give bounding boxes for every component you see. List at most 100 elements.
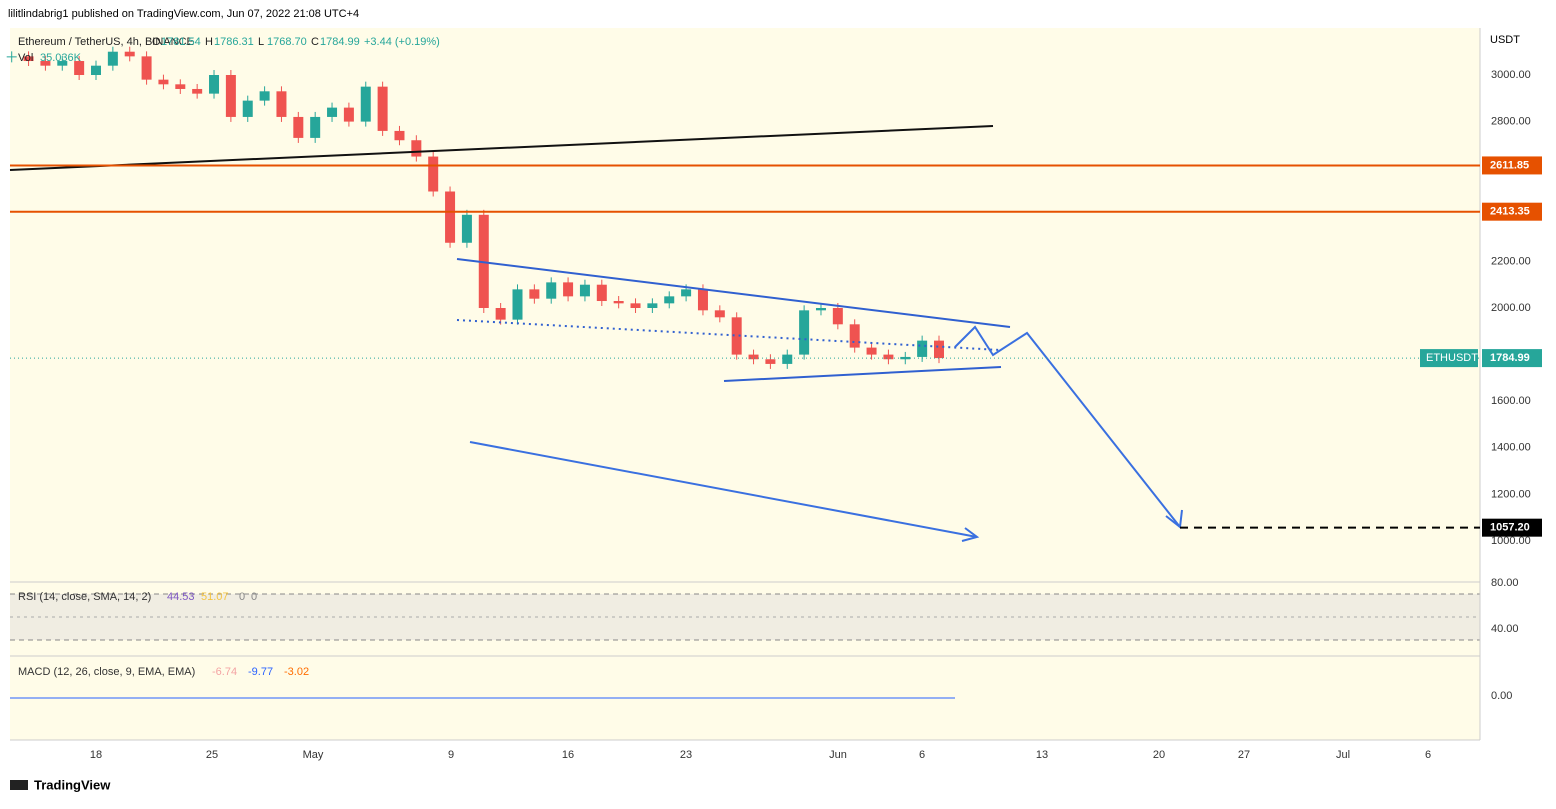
candle [293, 116, 304, 138]
macd-tick-label: 0.00 [1491, 690, 1512, 702]
candle [782, 354, 793, 364]
candle [141, 56, 152, 80]
candle [917, 340, 928, 357]
candle [310, 116, 321, 138]
macd-value: -3.02 [284, 666, 309, 678]
volume-value: 35.036K [40, 52, 82, 64]
time-label: 18 [90, 749, 102, 761]
candle [6, 56, 17, 58]
candle [630, 303, 641, 308]
candle [714, 310, 725, 318]
candle [57, 61, 68, 66]
candle [529, 289, 540, 299]
price-tick-label: 1000.00 [1491, 535, 1531, 547]
time-label: 13 [1036, 749, 1048, 761]
price-tick-label: 2800.00 [1491, 116, 1531, 128]
time-label: Jul [1336, 749, 1350, 761]
ohlc-value: 1781.54 [161, 36, 201, 48]
candle [731, 317, 742, 355]
rsi-value: 44.53 [167, 591, 195, 603]
symbol-badge [1420, 349, 1478, 368]
brand: TradingView [34, 777, 111, 792]
time-label: 6 [1425, 749, 1431, 761]
symbol: Ethereum / TetherUS, 4h, BINANCE [18, 36, 194, 48]
macd-value: -9.77 [248, 666, 273, 678]
time-label: 16 [562, 749, 574, 761]
time-label: 6 [919, 749, 925, 761]
macd-value: -6.74 [212, 666, 237, 678]
currency: USDT [1490, 34, 1520, 46]
candle [360, 86, 371, 122]
candle [512, 289, 523, 320]
ohlc-key: C [311, 36, 319, 48]
price-tick-label: 1200.00 [1491, 488, 1531, 500]
price-badge [1482, 349, 1542, 368]
price-tick-label: 2200.00 [1491, 255, 1531, 267]
time-label: 25 [206, 749, 218, 761]
level-label: 2413.35 [1490, 206, 1530, 218]
trend-line [9, 125, 994, 171]
candle [596, 284, 607, 302]
channel-top [456, 258, 1011, 328]
rsi-tick-label: 40.00 [1491, 623, 1519, 635]
publisher: lilitlindabrig1 published on TradingView… [8, 8, 359, 20]
candle [377, 86, 388, 131]
candle [74, 61, 85, 75]
candle [158, 79, 169, 85]
macd-legend: MACD (12, 26, close, 9, EMA, EMA) [18, 666, 195, 678]
projection-path [954, 325, 1181, 528]
candle [579, 284, 590, 297]
ohlc-value: 1786.31 [214, 36, 254, 48]
candle [107, 51, 118, 66]
price-badge-label: 1784.99 [1490, 352, 1530, 364]
rsi-tick-label: 80.00 [1491, 577, 1519, 589]
candle [445, 191, 456, 243]
candle [613, 301, 624, 304]
rsi-value: 0 [251, 591, 257, 603]
rsi-value: 51.07 [201, 591, 229, 603]
candle [40, 61, 51, 66]
ohlc-key: L [258, 36, 264, 48]
level-label: 1057.20 [1490, 522, 1530, 534]
candle [343, 107, 354, 122]
candle [799, 310, 810, 355]
candle [23, 56, 34, 62]
arrow-head [961, 527, 980, 542]
candle [681, 289, 692, 297]
symbol-badge-label: ETHUSDT [1426, 352, 1478, 364]
time-label: May [303, 749, 324, 761]
level-badge [1482, 518, 1542, 537]
candle [748, 354, 759, 360]
time-label: 9 [448, 749, 454, 761]
volume-label: Vol [18, 52, 33, 64]
time-label: Jun [829, 749, 847, 761]
time-label: 27 [1238, 749, 1250, 761]
candle [461, 214, 472, 243]
candle [175, 84, 186, 89]
price-tick-label: 1600.00 [1491, 395, 1531, 407]
ohlc-key: H [205, 36, 213, 48]
rsi-value: 0 [239, 591, 245, 603]
rsi-legend: RSI (14, close, SMA, 14, 2) [18, 591, 151, 603]
level-badge [1482, 156, 1542, 175]
candle [664, 296, 675, 304]
candle [934, 340, 944, 359]
candle [225, 75, 236, 117]
candle [495, 308, 506, 320]
candle [883, 354, 894, 360]
candle [91, 65, 101, 75]
brand-logo [10, 780, 28, 790]
candle [259, 91, 270, 101]
candle [765, 359, 776, 364]
candle [411, 140, 422, 157]
candle [124, 51, 135, 57]
ohlc-value: 1768.70 [267, 36, 307, 48]
candle [546, 282, 557, 299]
level-label: 2611.85 [1490, 159, 1529, 171]
time-label: 23 [680, 749, 692, 761]
change: +3.44 (+0.19%) [364, 36, 440, 48]
candle [209, 75, 220, 94]
time-label: 20 [1153, 749, 1165, 761]
price-tick-label: 3000.00 [1491, 69, 1531, 81]
